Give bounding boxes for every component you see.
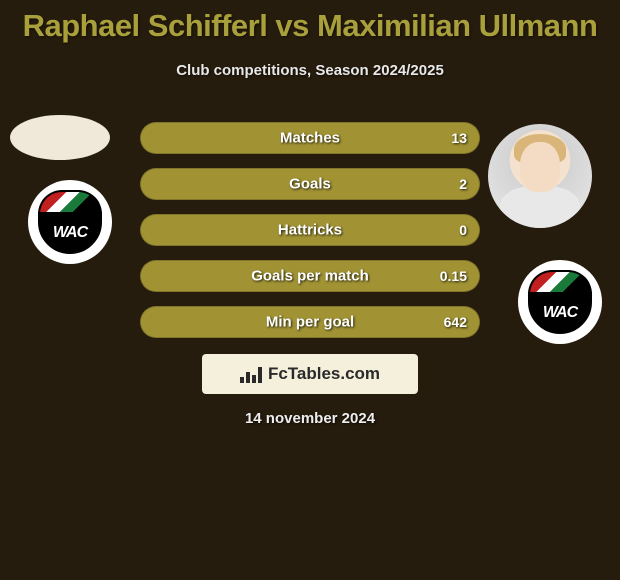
stat-bar: Goals per match 0.15 <box>140 260 480 292</box>
player-right-photo <box>488 124 592 228</box>
date-text: 14 november 2024 <box>0 410 620 427</box>
stat-bar: Hattricks 0 <box>140 214 480 246</box>
player-left-photo <box>10 115 110 160</box>
stat-label: Matches <box>280 130 340 147</box>
stat-value: 2 <box>459 176 467 192</box>
wac-logo-icon: WAC <box>38 190 102 254</box>
subtitle: Club competitions, Season 2024/2025 <box>0 62 620 79</box>
stat-bar: Min per goal 642 <box>140 306 480 338</box>
stats-bars: Matches 13 Goals 2 Hattricks 0 Goals per… <box>140 122 480 352</box>
attribution-box: FcTables.com <box>202 354 418 394</box>
bar-chart-icon <box>240 365 262 383</box>
stat-value: 13 <box>451 130 467 146</box>
wac-logo-icon: WAC <box>528 270 592 334</box>
stat-label: Hattricks <box>278 222 342 239</box>
stat-label: Min per goal <box>266 314 354 331</box>
attribution-text: FcTables.com <box>268 364 380 384</box>
stat-label: Goals <box>289 176 331 193</box>
stat-bar: Goals 2 <box>140 168 480 200</box>
club-left-badge: WAC <box>28 180 112 264</box>
club-right-badge: WAC <box>518 260 602 344</box>
stat-value: 0.15 <box>440 268 467 284</box>
stat-value: 642 <box>444 314 467 330</box>
stat-bar: Matches 13 <box>140 122 480 154</box>
page-title: Raphael Schifferl vs Maximilian Ullmann <box>0 0 620 44</box>
stat-label: Goals per match <box>251 268 369 285</box>
stat-value: 0 <box>459 222 467 238</box>
